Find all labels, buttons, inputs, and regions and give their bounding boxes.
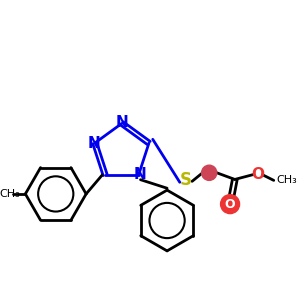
Text: O: O — [225, 198, 236, 211]
Text: CH₃: CH₃ — [0, 189, 20, 199]
Text: S: S — [179, 171, 191, 189]
Text: N: N — [87, 136, 100, 151]
Circle shape — [220, 195, 240, 214]
Text: CH₃: CH₃ — [277, 176, 297, 185]
Circle shape — [202, 165, 217, 180]
Text: N: N — [134, 167, 147, 182]
Text: O: O — [251, 167, 264, 182]
Text: N: N — [116, 115, 128, 130]
